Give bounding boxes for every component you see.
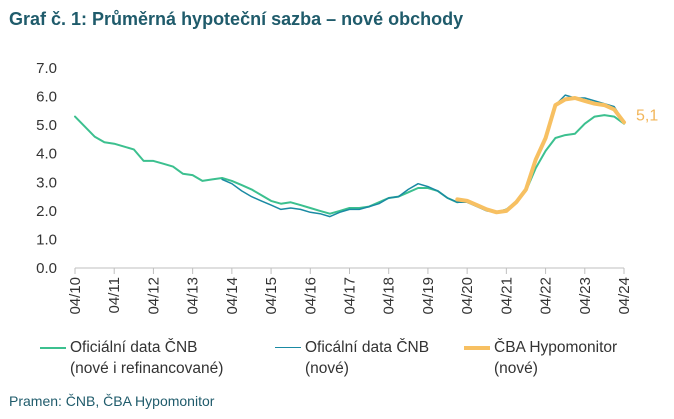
legend-label-cnb-new-line1: Oficální data ČNB bbox=[305, 339, 430, 356]
series-line-cnb-new bbox=[221, 94, 625, 218]
y-tick-label: 0.0 bbox=[36, 260, 57, 277]
end-value-label: 5,1 bbox=[636, 107, 658, 124]
x-tick-label: 04/24 bbox=[616, 277, 633, 315]
y-tick-label: 7.0 bbox=[36, 60, 57, 77]
legend-label-cnb-new-line2: (nové) bbox=[305, 360, 349, 377]
y-axis: 0.0 1.0 2.0 3.0 4.0 5.0 6.0 7.0 bbox=[36, 60, 57, 277]
legend-swatch-cnb-all bbox=[40, 347, 66, 349]
y-tick-label: 6.0 bbox=[36, 89, 57, 106]
y-tick-label: 1.0 bbox=[36, 231, 57, 248]
legend-swatch-hypomonitor bbox=[464, 346, 490, 350]
legend-label-cnb-all-line1: Oficiální data ČNB bbox=[70, 339, 198, 356]
chart-title: Graf č. 1: Průměrná hypoteční sazba – no… bbox=[9, 9, 464, 29]
series-line-hypomonitor bbox=[455, 96, 626, 215]
x-axis: 04/10 04/11 04/12 04/13 04/14 04/15 04/16 04/17… bbox=[67, 267, 633, 315]
x-tick-label: 04/18 bbox=[381, 277, 398, 315]
x-tick-label: 04/22 bbox=[538, 277, 555, 315]
x-tick-label: 04/14 bbox=[224, 277, 241, 315]
x-tick-label: 04/23 bbox=[577, 277, 594, 315]
series-layer bbox=[74, 94, 626, 218]
labels-layer: 5,1 bbox=[636, 107, 658, 124]
legend-label-hypomonitor-line2: (nové) bbox=[494, 360, 538, 377]
y-tick-label: 5.0 bbox=[36, 117, 57, 134]
y-tick-label: 3.0 bbox=[36, 174, 57, 191]
x-tick-label: 04/17 bbox=[342, 277, 359, 315]
source-note: Pramen: ČNB, ČBA Hypomonitor bbox=[9, 393, 215, 409]
x-tick-label: 04/16 bbox=[302, 277, 319, 315]
legend-item-hypomonitor: ČBA Hypomonitor (nové) bbox=[464, 337, 617, 379]
legend-label-cnb-all-line2: (nové i refinancované) bbox=[70, 360, 224, 377]
x-tick-label: 04/13 bbox=[185, 277, 202, 315]
x-tick-label: 04/11 bbox=[106, 277, 123, 313]
legend-item-cnb-all: Oficiální data ČNB (nové i refinancované… bbox=[40, 337, 223, 379]
x-tick-label: 04/10 bbox=[67, 277, 84, 315]
legend-label-hypomonitor-line1: ČBA Hypomonitor bbox=[494, 339, 618, 356]
y-tick-label: 2.0 bbox=[36, 203, 57, 220]
x-tick-label: 04/15 bbox=[263, 277, 280, 315]
x-tick-label: 04/20 bbox=[459, 277, 476, 315]
y-tick-label: 4.0 bbox=[36, 146, 57, 163]
legend-item-cnb-new: Oficální data ČNB (nové) bbox=[275, 337, 429, 379]
x-tick-label: 04/21 bbox=[498, 277, 515, 315]
legend-swatch-cnb-new bbox=[275, 347, 301, 348]
x-tick-label: 04/12 bbox=[145, 277, 162, 315]
series-line-cnb-all bbox=[74, 114, 625, 215]
x-tick-label: 04/19 bbox=[420, 277, 437, 315]
